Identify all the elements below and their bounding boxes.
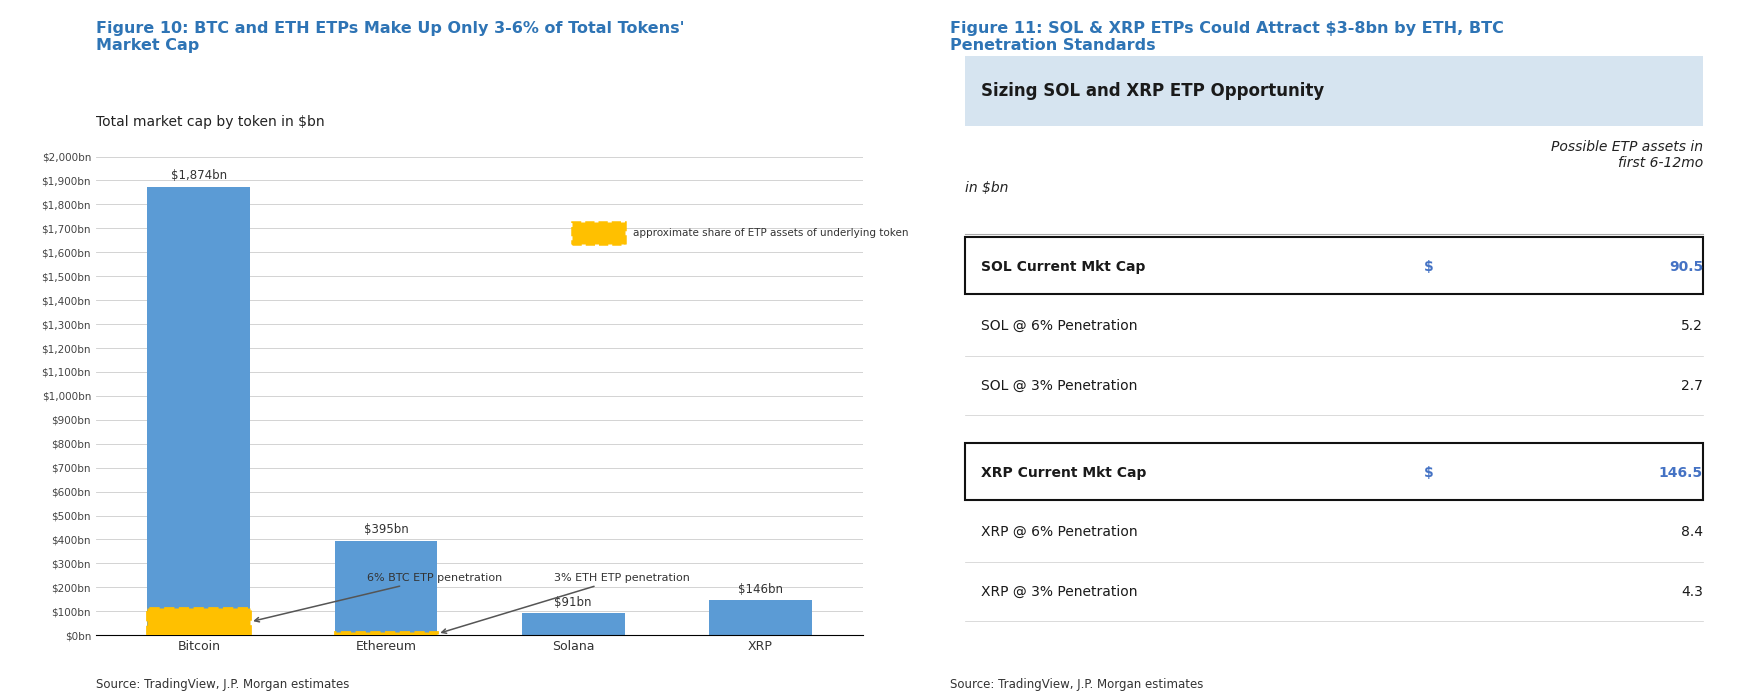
- Text: $: $: [1423, 260, 1434, 274]
- Text: $395bn: $395bn: [364, 524, 408, 536]
- Text: in $bn: in $bn: [966, 181, 1008, 195]
- Text: $146bn: $146bn: [738, 583, 783, 596]
- Text: 6% BTC ETP penetration: 6% BTC ETP penetration: [255, 573, 502, 622]
- Text: XRP Current Mkt Cap: XRP Current Mkt Cap: [980, 466, 1146, 480]
- Text: Figure 10: BTC and ETH ETPs Make Up Only 3-6% of Total Tokens'
Market Cap: Figure 10: BTC and ETH ETPs Make Up Only…: [96, 21, 684, 53]
- Text: 2.7: 2.7: [1681, 378, 1702, 393]
- Text: Source: TradingView, J.P. Morgan estimates: Source: TradingView, J.P. Morgan estimat…: [96, 678, 349, 691]
- Bar: [335, 632, 438, 635]
- Text: Possible ETP assets in
first 6-12mo: Possible ETP assets in first 6-12mo: [1550, 140, 1702, 170]
- Text: Total market cap by token in $bn: Total market cap by token in $bn: [96, 115, 324, 129]
- Text: XRP @ 6% Penetration: XRP @ 6% Penetration: [980, 525, 1137, 540]
- Text: Sizing SOL and XRP ETP Opportunity: Sizing SOL and XRP ETP Opportunity: [980, 82, 1324, 100]
- Bar: [148, 186, 251, 635]
- FancyBboxPatch shape: [966, 237, 1702, 294]
- Text: 8.4: 8.4: [1681, 525, 1702, 540]
- Bar: [521, 614, 624, 635]
- Text: 90.5: 90.5: [1669, 260, 1702, 274]
- Text: 3% ETH ETP penetration: 3% ETH ETP penetration: [441, 573, 691, 633]
- Bar: [572, 222, 626, 244]
- Text: $91bn: $91bn: [555, 596, 591, 609]
- Bar: [708, 600, 811, 635]
- FancyBboxPatch shape: [966, 56, 1702, 126]
- Text: XRP @ 3% Penetration: XRP @ 3% Penetration: [980, 584, 1137, 599]
- Text: 5.2: 5.2: [1681, 319, 1702, 334]
- Text: SOL @ 3% Penetration: SOL @ 3% Penetration: [980, 378, 1137, 393]
- Text: 4.3: 4.3: [1681, 584, 1702, 599]
- Text: SOL @ 6% Penetration: SOL @ 6% Penetration: [980, 319, 1137, 334]
- Text: Source: TradingView, J.P. Morgan estimates: Source: TradingView, J.P. Morgan estimat…: [950, 678, 1203, 691]
- FancyBboxPatch shape: [966, 443, 1702, 500]
- Bar: [148, 609, 251, 635]
- Text: $: $: [1423, 466, 1434, 480]
- Text: $1,874bn: $1,874bn: [171, 170, 227, 182]
- Text: Figure 11: SOL & XRP ETPs Could Attract $3-8bn by ETH, BTC
Penetration Standards: Figure 11: SOL & XRP ETPs Could Attract …: [950, 21, 1505, 53]
- Bar: [335, 541, 438, 635]
- Text: SOL Current Mkt Cap: SOL Current Mkt Cap: [980, 260, 1146, 274]
- Text: approximate share of ETP assets of underlying token: approximate share of ETP assets of under…: [633, 228, 909, 238]
- Text: 146.5: 146.5: [1659, 466, 1702, 480]
